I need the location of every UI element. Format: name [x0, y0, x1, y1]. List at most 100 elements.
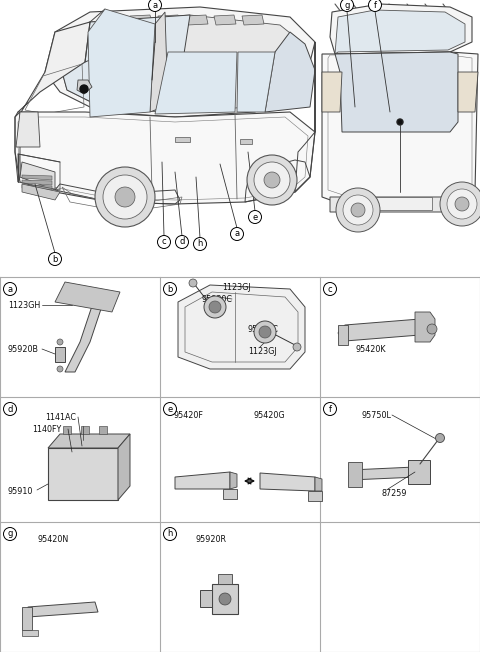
Text: h: h	[197, 239, 203, 248]
Polygon shape	[212, 584, 238, 614]
Circle shape	[164, 402, 177, 415]
Polygon shape	[48, 448, 118, 500]
Circle shape	[351, 203, 365, 217]
Circle shape	[80, 85, 88, 93]
Text: 95920B: 95920B	[8, 344, 39, 353]
Polygon shape	[458, 72, 478, 112]
Polygon shape	[200, 590, 212, 607]
Polygon shape	[415, 312, 435, 342]
Polygon shape	[58, 15, 305, 112]
Text: c: c	[162, 237, 166, 246]
Circle shape	[259, 326, 271, 338]
Polygon shape	[322, 52, 478, 207]
Text: 95420N: 95420N	[38, 535, 69, 544]
Polygon shape	[22, 184, 60, 200]
Polygon shape	[58, 15, 190, 112]
Text: 1140FY: 1140FY	[32, 424, 61, 434]
Text: f: f	[328, 404, 332, 413]
Circle shape	[3, 527, 16, 541]
Polygon shape	[218, 574, 232, 584]
Circle shape	[447, 189, 477, 219]
Polygon shape	[230, 472, 237, 489]
Text: 95920R: 95920R	[195, 535, 226, 544]
Circle shape	[115, 187, 135, 207]
Text: a: a	[234, 230, 240, 239]
Polygon shape	[330, 192, 472, 212]
Text: 95420K: 95420K	[355, 344, 385, 353]
Circle shape	[397, 119, 403, 125]
Text: 95910: 95910	[8, 488, 34, 497]
Circle shape	[164, 527, 177, 541]
Polygon shape	[15, 112, 315, 204]
Polygon shape	[22, 185, 52, 190]
Polygon shape	[45, 7, 315, 117]
Polygon shape	[130, 15, 152, 25]
Polygon shape	[260, 473, 315, 491]
Polygon shape	[322, 72, 342, 112]
Text: a: a	[7, 284, 12, 293]
Polygon shape	[77, 80, 92, 94]
Polygon shape	[20, 162, 55, 190]
Text: 1123GH: 1123GH	[8, 301, 40, 310]
Text: c: c	[328, 284, 332, 293]
Polygon shape	[223, 489, 237, 499]
Text: 1123GJ: 1123GJ	[248, 348, 276, 357]
Polygon shape	[178, 285, 305, 369]
Polygon shape	[242, 15, 264, 25]
Circle shape	[324, 282, 336, 295]
Text: 1123GJ: 1123GJ	[222, 282, 251, 291]
Polygon shape	[370, 197, 432, 210]
Text: d: d	[7, 404, 12, 413]
Text: a: a	[153, 1, 157, 10]
Polygon shape	[408, 460, 430, 484]
Polygon shape	[308, 491, 322, 501]
Text: 95420F: 95420F	[174, 411, 204, 419]
Polygon shape	[158, 15, 180, 25]
Text: e: e	[168, 404, 173, 413]
Circle shape	[324, 402, 336, 415]
Polygon shape	[175, 137, 190, 142]
Polygon shape	[16, 112, 40, 147]
Polygon shape	[22, 180, 52, 185]
Circle shape	[230, 228, 243, 241]
Polygon shape	[335, 52, 458, 132]
Text: b: b	[168, 284, 173, 293]
Circle shape	[254, 162, 290, 198]
Circle shape	[3, 282, 16, 295]
Circle shape	[369, 0, 382, 12]
Polygon shape	[237, 52, 275, 112]
Circle shape	[176, 235, 189, 248]
Polygon shape	[214, 15, 236, 25]
Text: 95930C: 95930C	[248, 325, 279, 334]
Text: 95420G: 95420G	[253, 411, 285, 419]
Circle shape	[103, 175, 147, 219]
Polygon shape	[186, 15, 208, 25]
Circle shape	[336, 188, 380, 232]
Circle shape	[148, 0, 161, 12]
Circle shape	[189, 279, 197, 287]
Polygon shape	[48, 434, 130, 448]
Text: g: g	[344, 1, 350, 10]
Polygon shape	[118, 434, 130, 500]
Polygon shape	[55, 282, 120, 312]
Text: f: f	[373, 1, 376, 10]
Polygon shape	[55, 347, 65, 362]
Text: 95750L: 95750L	[362, 411, 392, 419]
Circle shape	[264, 172, 280, 188]
Circle shape	[440, 182, 480, 226]
Circle shape	[219, 593, 231, 605]
Polygon shape	[175, 472, 230, 489]
Polygon shape	[338, 325, 348, 345]
Polygon shape	[330, 4, 472, 54]
Circle shape	[435, 434, 444, 443]
Polygon shape	[28, 602, 98, 617]
Text: e: e	[252, 213, 258, 222]
Text: g: g	[7, 529, 12, 539]
Text: h: h	[168, 529, 173, 539]
Circle shape	[254, 321, 276, 343]
Polygon shape	[265, 32, 315, 112]
Circle shape	[247, 155, 297, 205]
Polygon shape	[88, 9, 155, 117]
Polygon shape	[22, 175, 52, 180]
Polygon shape	[22, 630, 38, 636]
